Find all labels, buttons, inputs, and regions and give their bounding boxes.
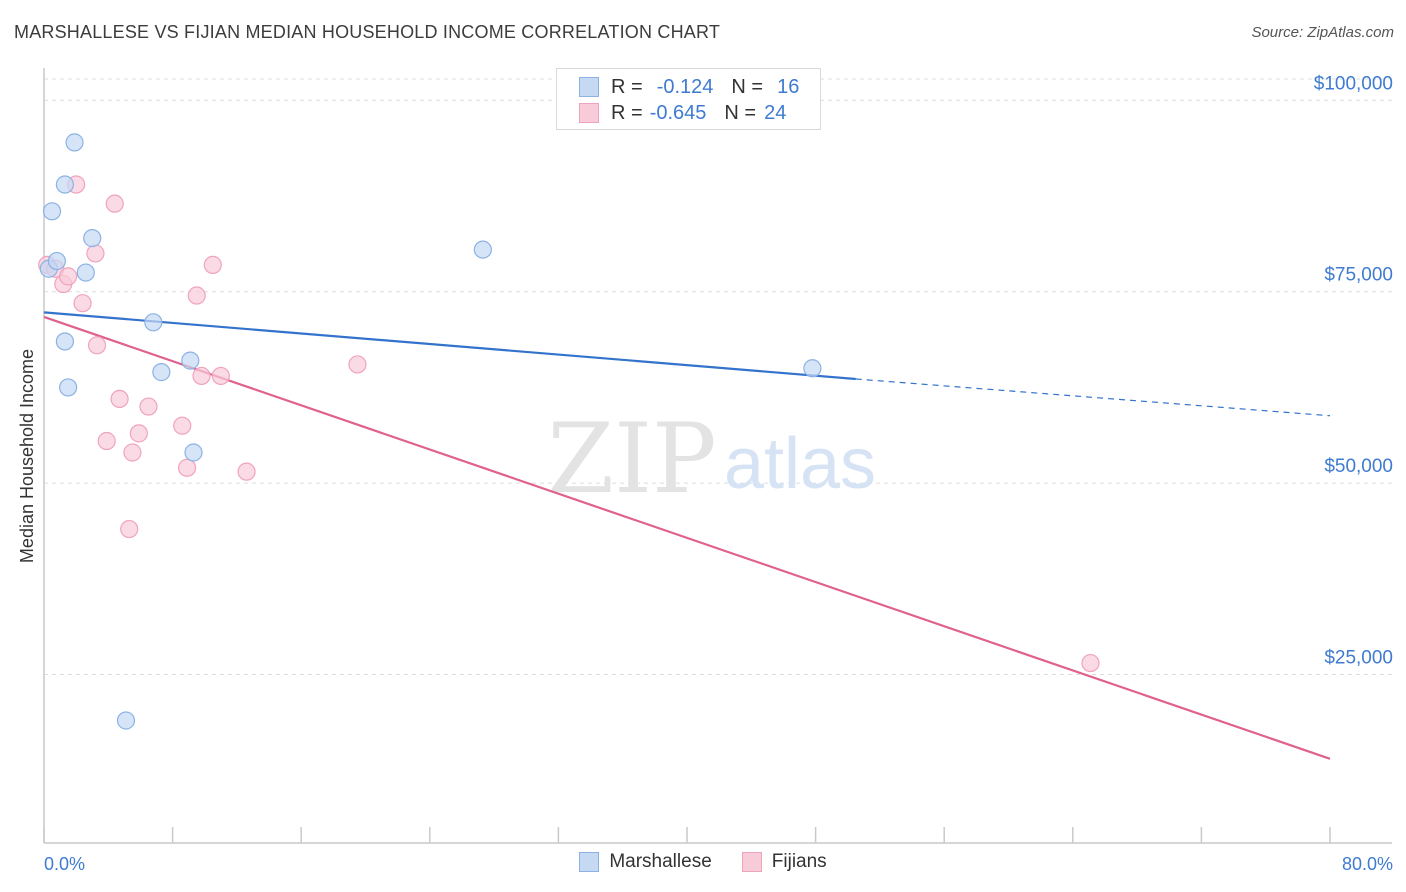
fijians-point — [1081, 653, 1100, 673]
series-legend: Marshallese Fijians — [0, 851, 1406, 873]
y-tick-label: $75,000 — [1324, 265, 1393, 286]
fijians-point — [187, 286, 206, 305]
axes — [43, 68, 1392, 844]
fijians-point — [173, 416, 192, 435]
marshallese-point — [473, 240, 492, 259]
fijians-point — [139, 397, 158, 416]
gridlines — [44, 78, 1392, 676]
fijians-point — [97, 431, 116, 451]
legend-row-fijians: R = -0.645 N = 24 — [579, 100, 786, 126]
x-tick-label: 0.0% — [44, 854, 85, 874]
watermark-atlas: atlas — [724, 424, 876, 504]
marshallese-point — [152, 363, 171, 382]
legend-row-marshallese: R = -0.124 N = 16 — [579, 74, 799, 100]
r-value: -0.645 — [649, 101, 707, 124]
y-axis-label: Median Household Income — [17, 349, 37, 563]
marshallese-trend-line — [43, 311, 856, 381]
marshallese-point — [42, 202, 62, 221]
fijians-point — [59, 267, 78, 286]
fijians-point — [203, 255, 222, 275]
fijians-point — [129, 424, 148, 443]
marshallese-point — [55, 175, 74, 194]
data-points — [38, 133, 1100, 730]
marshallese-point — [116, 711, 136, 730]
fijians-point — [237, 462, 256, 481]
marshallese-point — [83, 229, 102, 248]
fijians-point — [87, 336, 107, 355]
legend-item-marshallese[interactable]: Marshallese — [579, 851, 712, 873]
fijians-point — [123, 443, 142, 462]
marshallese-point — [59, 378, 78, 397]
marshallese-point — [76, 263, 95, 282]
n-value: 16 — [777, 75, 800, 98]
r-value: -0.124 — [656, 75, 714, 98]
marshallese-point — [55, 332, 74, 351]
y-tick-label: $50,000 — [1324, 456, 1393, 477]
watermark: ZIP atlas — [547, 403, 876, 515]
r-label: R = — [611, 75, 643, 98]
x-tick-label: 80.0% — [1342, 854, 1393, 874]
fijians-point — [86, 244, 105, 263]
y-tick-label: $100,000 — [1314, 73, 1393, 94]
fijians-point — [211, 366, 230, 386]
marshallese-point — [65, 133, 84, 152]
marshallese-point — [803, 359, 822, 378]
fijians-point — [105, 194, 124, 213]
marshallese-legend-swatch — [579, 852, 600, 872]
y-tick-label: $25,000 — [1324, 648, 1393, 669]
fijians-swatch — [579, 103, 599, 123]
n-value: 24 — [764, 101, 787, 124]
fijians-point — [192, 366, 211, 386]
fijians-trend-line — [43, 315, 1331, 760]
fijians-point — [348, 355, 367, 374]
fijians-point — [73, 294, 92, 313]
source-label: Source: ZipAtlas.com — [1251, 24, 1394, 41]
watermark-zip: ZIP — [547, 403, 716, 515]
tick-labels: $25,000 $50,000 $75,000 $100,000 0.0% 80.0% — [44, 73, 1393, 874]
chart-title: MARSHALLESE VS FIJIAN MEDIAN HOUSEHOLD I… — [14, 22, 721, 42]
marshallese-trend-extension — [855, 378, 1331, 417]
fijians-legend-label: Fijians — [771, 851, 827, 872]
fijians-point — [120, 519, 139, 539]
r-label: R = — [611, 101, 643, 124]
marshallese-point — [144, 313, 163, 332]
trend-lines — [43, 311, 1331, 760]
fijians-legend-swatch — [741, 852, 762, 872]
fijians-point — [177, 458, 197, 477]
fijians-point — [110, 389, 129, 409]
legend-item-fijians[interactable]: Fijians — [741, 851, 827, 873]
marshallese-point — [47, 251, 66, 271]
marshallese-legend-label: Marshallese — [609, 851, 712, 872]
n-label: N = — [724, 101, 757, 124]
marshallese-swatch — [579, 77, 599, 97]
correlation-legend: R = -0.124 N = 16 R = -0.645 N = 24 — [556, 68, 821, 130]
n-label: N = — [731, 75, 764, 98]
marshallese-point — [181, 351, 200, 370]
marshallese-point — [184, 443, 203, 462]
